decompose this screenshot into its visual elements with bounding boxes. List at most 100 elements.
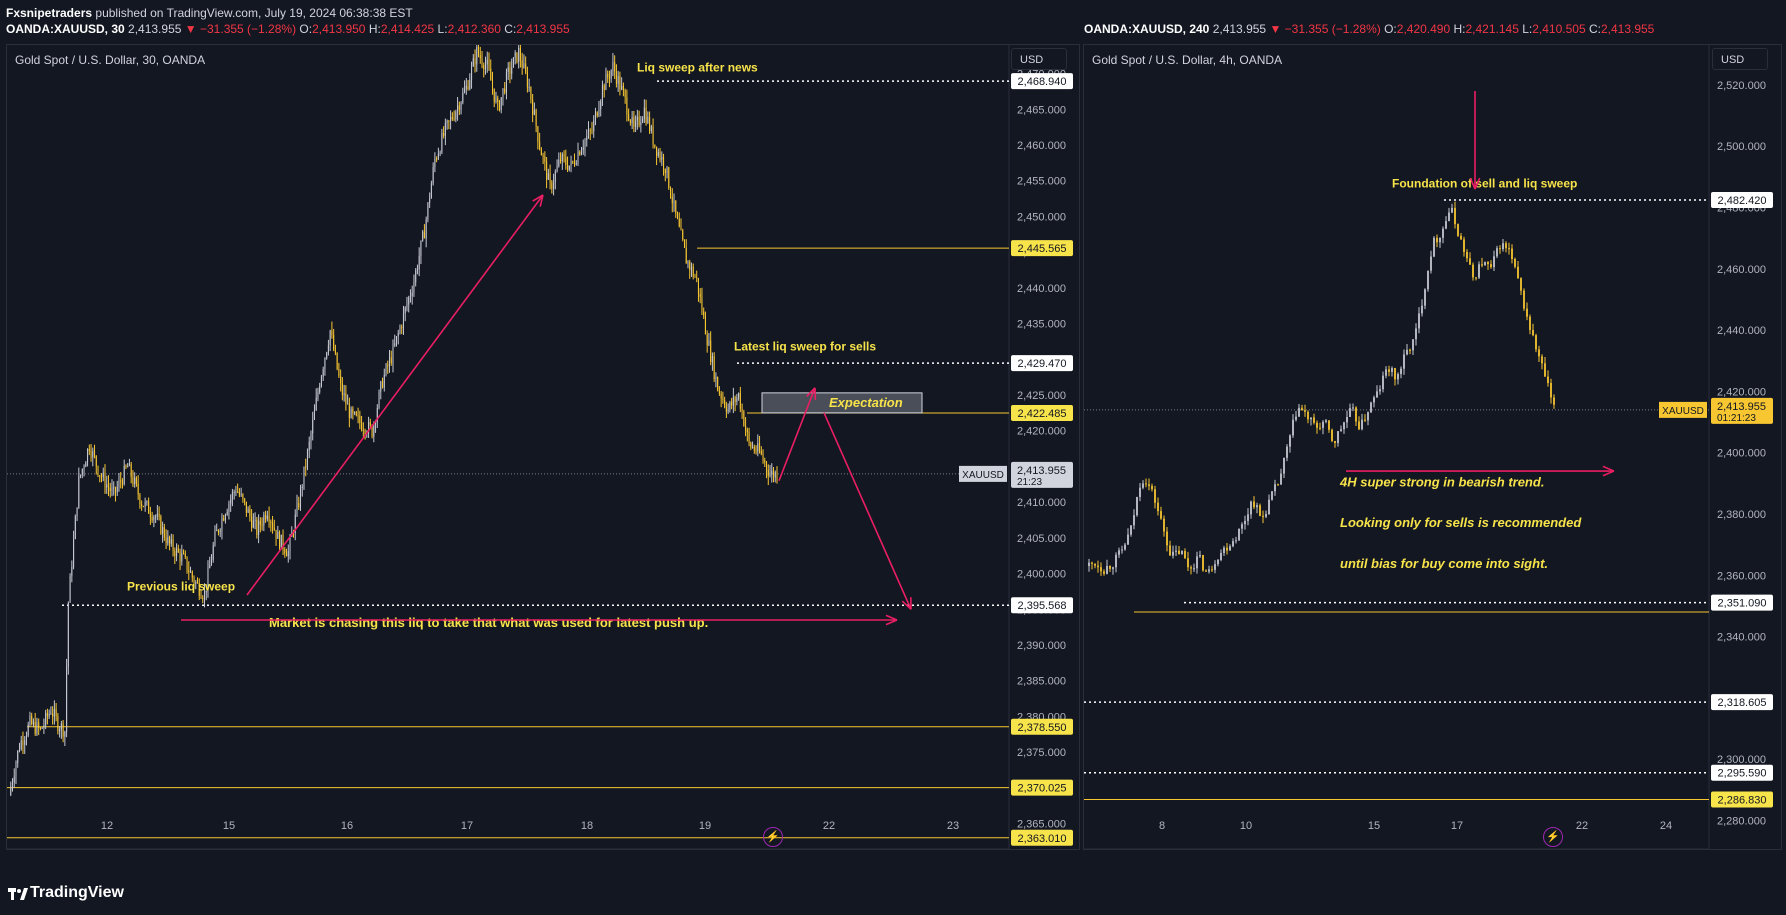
candle-body [41, 727, 43, 729]
candle-body [100, 476, 103, 478]
candle-body [146, 501, 148, 503]
candle-body [760, 450, 762, 455]
candle-body [1469, 258, 1471, 265]
candle-body [170, 539, 172, 544]
candle-body [720, 393, 722, 399]
candle-body [200, 595, 202, 599]
right-chart-pane[interactable]: Foundation of sell and liq sweep 4H super… [1083, 44, 1782, 850]
x-tick-label: 22 [823, 820, 835, 832]
candle-body [76, 507, 78, 516]
right-currency-button[interactable]: USD [1712, 48, 1768, 70]
candle-body [1436, 237, 1438, 243]
candle-body [561, 154, 563, 162]
candle-body [1553, 397, 1555, 405]
candle-body [296, 503, 298, 515]
footer-brand[interactable]: TradingView [8, 884, 124, 902]
left-currency-button[interactable]: USD [1011, 48, 1067, 70]
candle-body [694, 276, 696, 278]
right-chart-svg[interactable]: Foundation of sell and liq sweep 4H super… [1084, 45, 1781, 849]
candle-body [235, 491, 237, 493]
candle-body [465, 85, 467, 90]
candle-body [97, 466, 99, 476]
candle-body [85, 462, 87, 468]
candle-body [1448, 212, 1450, 222]
candle-body [734, 397, 736, 402]
candle-body [638, 116, 640, 125]
left-open: 2,413.950 [312, 22, 366, 36]
candle-body [678, 218, 680, 227]
up-trend-arrow[interactable] [246, 194, 544, 596]
right-price-labels: 2,482.420 2,351.090 2,318.605 2,295.590 2,28… [1659, 192, 1773, 808]
candle-body [1199, 555, 1201, 557]
candle-body [1325, 420, 1327, 422]
candle-body [207, 568, 209, 591]
left-chart-pane[interactable]: Expectation Liq sweep after news Latest li… [6, 44, 1080, 850]
candle-body [73, 538, 75, 568]
candle-body [725, 406, 727, 412]
right-high: 2,421.145 [1465, 22, 1519, 36]
candle-body [483, 64, 485, 70]
candle-body [706, 334, 708, 346]
candle-body [462, 92, 464, 103]
candle-body [699, 293, 701, 297]
x-tick-label: 23 [947, 820, 959, 832]
candle-body [1205, 570, 1207, 572]
right-price-axis-bg[interactable] [1709, 45, 1781, 849]
candle-body [275, 529, 277, 539]
candle-body [560, 159, 562, 162]
candle-body [1208, 569, 1210, 572]
right-change: −31.355 (−1.28%) [1284, 22, 1381, 36]
candle-body [31, 715, 33, 725]
candle-body [167, 536, 169, 544]
price-label-text: 2,363.010 [1018, 833, 1067, 845]
candle-body [99, 475, 101, 477]
candle-body [1244, 520, 1246, 525]
lightning-icon[interactable]: ⚡ [763, 827, 783, 847]
expectation-up-arrow[interactable] [778, 387, 816, 482]
candle-body [500, 97, 502, 111]
candle-body [251, 516, 253, 528]
candle-body [711, 356, 713, 363]
candle-body [1139, 487, 1141, 497]
candle-body [163, 527, 165, 538]
expectation-down-arrow[interactable] [823, 412, 912, 610]
candle-body [1403, 354, 1405, 369]
right-candles [1088, 201, 1555, 576]
left-chart-svg[interactable]: Expectation Liq sweep after news Latest li… [7, 45, 1079, 849]
expectation-box[interactable] [761, 392, 923, 414]
candle-body [78, 475, 80, 508]
lightning-icon[interactable]: ⚡ [1543, 827, 1563, 847]
candle-body [284, 549, 286, 554]
candle-body [343, 393, 345, 395]
candle-body [1352, 407, 1354, 409]
candle-body [605, 73, 607, 91]
candle-body [1184, 551, 1186, 559]
publisher-name[interactable]: Fxsnipetraders [6, 6, 93, 20]
price-label-box [1011, 779, 1073, 796]
candle-body [191, 571, 193, 578]
candle-body [537, 126, 539, 142]
candle-body [298, 503, 300, 508]
candle-body [608, 77, 610, 79]
candle-body [1262, 515, 1264, 517]
candle-body [472, 58, 474, 67]
left-close: 2,413.955 [516, 22, 570, 36]
candle-body [633, 117, 635, 127]
candle-body [303, 466, 305, 488]
candle-body [259, 520, 261, 525]
candle-body [745, 425, 747, 430]
candle-body [394, 343, 396, 346]
price-label-text: 2,295.590 [1718, 768, 1767, 780]
candle-body [238, 492, 240, 496]
candle-body [345, 393, 347, 404]
candle-body [10, 786, 12, 795]
candle-body [18, 749, 20, 751]
price-label-text: 2,318.605 [1718, 697, 1767, 709]
candle-body [81, 468, 83, 475]
candle-body [647, 116, 649, 123]
candle-body [1169, 545, 1171, 556]
candle-body [62, 723, 64, 737]
candle-body [347, 403, 349, 405]
left-price-axis-bg[interactable] [1009, 45, 1079, 849]
right-symbol: OANDA:XAUUSD, 240 [1084, 22, 1210, 36]
